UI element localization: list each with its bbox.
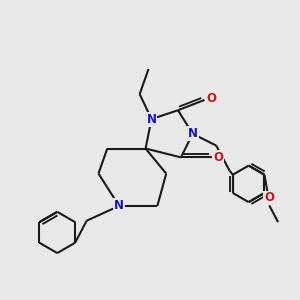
- Text: N: N: [188, 127, 198, 140]
- Text: O: O: [213, 151, 223, 164]
- Text: O: O: [264, 191, 274, 205]
- Text: N: N: [146, 112, 157, 126]
- Text: N: N: [114, 200, 124, 212]
- Text: O: O: [206, 92, 216, 105]
